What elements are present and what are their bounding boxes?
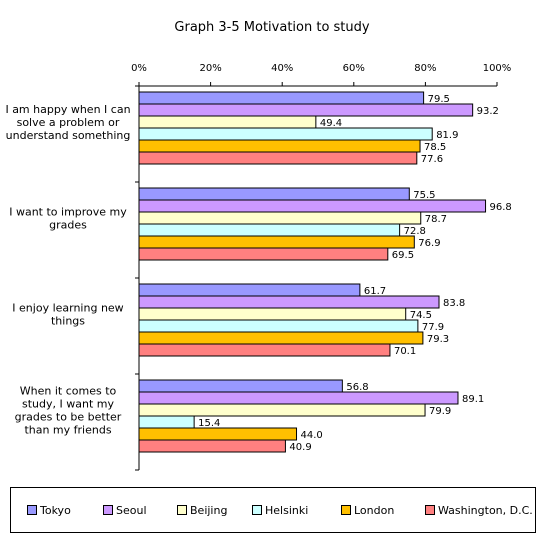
data-label: 77.6 [421,154,443,165]
category-label-line: things [51,315,85,328]
legend: Tokyo Seoul Beijing Helsinki London Washingto… [10,487,536,533]
legend-label: Tokyo [40,504,71,517]
bar [138,103,474,117]
legend-swatch [27,505,37,515]
x-tick-label: 40% [271,63,293,74]
chart: Graph 3-5 Motivation to study 0% 20% 40% 60%… [5,20,512,471]
bar [138,115,317,129]
data-label: 93.2 [477,106,499,117]
data-label: 56.8 [346,382,368,393]
data-label: 96.8 [490,202,512,213]
legend-label: Helsinki [265,504,309,517]
legend-item: Beijing [177,504,227,517]
category-label-line: solve a problem or [17,116,120,129]
bar [138,295,440,309]
data-label: 72.8 [404,226,426,237]
bar [138,127,433,141]
chart-title: Graph 3-5 Motivation to study [174,20,369,35]
bar [138,211,422,225]
legend-swatch [425,505,435,515]
x-tick-label: 80% [414,63,436,74]
bar [138,235,415,249]
bar [138,439,286,453]
data-label: 44.0 [301,430,323,441]
category-label: When it comes to study, I want my grades t… [15,385,122,437]
bar [138,415,195,429]
legend-item: Seoul [103,504,147,517]
bar [138,247,389,261]
category-label-line: grades to be better [15,411,122,424]
bar [138,283,361,297]
legend-item: Helsinki [252,504,308,517]
data-label: 79.3 [427,334,449,345]
data-label: 83.8 [443,298,465,309]
x-tick-label: 100% [483,63,512,74]
category-label-line: I enjoy learning new [12,302,123,315]
category-label-line: grades [49,219,87,232]
bar [138,139,421,153]
data-label: 78.5 [424,142,446,153]
category-label: I want to improve my grades [9,206,127,232]
bar [138,151,418,165]
legend-item: Tokyo [27,504,71,517]
data-label: 70.1 [394,346,416,357]
data-label: 69.5 [392,250,414,261]
data-label: 61.7 [364,286,386,297]
category-label-line: understand something [6,129,131,142]
legend-label: Washington, D.C. [438,504,533,517]
bar [138,391,459,405]
bar [138,403,426,417]
x-tick-label: 20% [199,63,221,74]
category-label: I enjoy learning new things [12,302,123,328]
data-label: 79.5 [428,94,450,105]
legend-label: Beijing [190,504,228,517]
bar [138,187,410,201]
data-label: 78.7 [425,214,447,225]
legend-swatch [177,505,187,515]
bar [138,379,343,393]
bar [138,91,425,105]
bar [138,427,298,441]
bar [138,199,487,213]
data-label: 89.1 [462,394,484,405]
bar [138,223,401,237]
bar [138,319,419,333]
legend-item: London [341,504,394,517]
data-label: 76.9 [418,238,440,249]
legend-item: Washington, D.C. [425,504,533,517]
category-label-line: I want to improve my [9,206,127,219]
legend-label: London [354,504,395,517]
data-label: 15.4 [198,418,220,429]
bar [138,307,407,321]
legend-swatch [341,505,351,515]
category-label-line: than my friends [24,424,111,437]
data-label: 81.9 [436,130,458,141]
data-label: 40.9 [289,442,311,453]
category-label-line: I am happy when I can [5,103,130,116]
category-label-line: study, I want my [22,398,114,411]
category-label: I am happy when I can solve a problem or u… [5,103,130,142]
legend-label: Seoul [116,504,147,517]
bar [138,331,424,345]
category-label-line: When it comes to [20,385,117,398]
data-label: 77.9 [422,322,444,333]
x-tick-label: 0% [131,63,147,74]
legend-swatch [103,505,113,515]
bar [138,343,391,357]
legend-swatch [252,505,262,515]
data-label: 79.9 [429,406,451,417]
data-label: 75.5 [413,190,435,201]
data-label: 49.4 [320,118,342,129]
x-tick-label: 60% [343,63,365,74]
data-label: 74.5 [410,310,432,321]
